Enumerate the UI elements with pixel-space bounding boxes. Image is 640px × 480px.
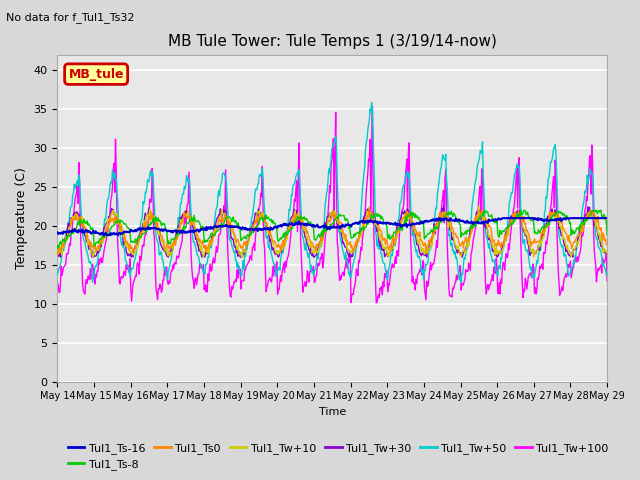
Text: No data for f_Tul1_Ts32: No data for f_Tul1_Ts32 [6,12,135,23]
Y-axis label: Temperature (C): Temperature (C) [15,167,28,269]
Legend: Tul1_Ts-16, Tul1_Ts-8, Tul1_Ts0, Tul1_Tw+10, Tul1_Tw+30, Tul1_Tw+50, Tul1_Tw+100: Tul1_Ts-16, Tul1_Ts-8, Tul1_Ts0, Tul1_Tw… [63,438,613,474]
Text: MB_tule: MB_tule [68,68,124,81]
Title: MB Tule Tower: Tule Temps 1 (3/19/14-now): MB Tule Tower: Tule Temps 1 (3/19/14-now… [168,34,497,49]
X-axis label: Time: Time [319,407,346,417]
